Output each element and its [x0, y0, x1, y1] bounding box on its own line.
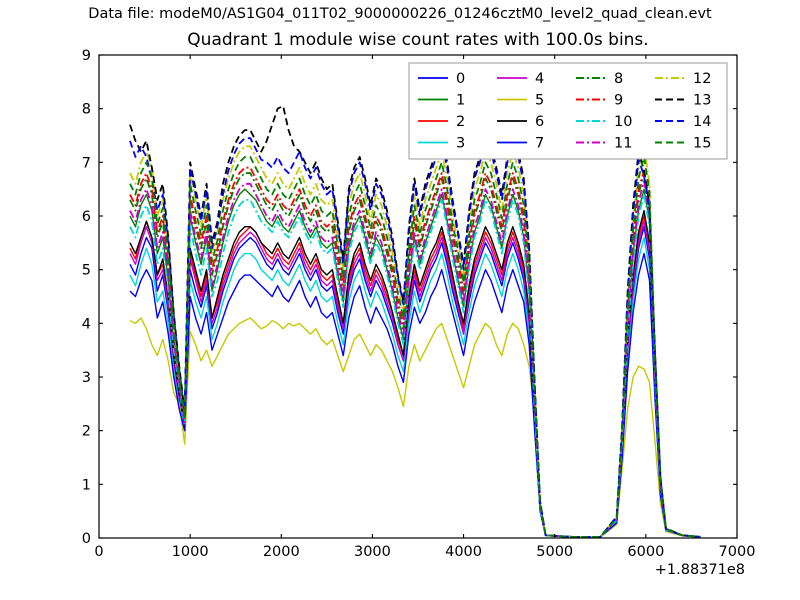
- legend-label-11[interactable]: 11: [614, 136, 632, 152]
- chart-title: Quadrant 1 module wise count rates with …: [187, 30, 649, 50]
- y-tick-label-4: 4: [82, 316, 91, 332]
- y-tick-label-8: 8: [82, 102, 91, 118]
- y-tick-label-6: 6: [82, 209, 91, 225]
- x-tick-label-1000: 1000: [172, 544, 209, 560]
- series-line-9: [129, 166, 701, 538]
- y-tick-label-3: 3: [82, 370, 91, 386]
- x-tick-label-0: 0: [94, 544, 103, 560]
- data-file-supertitle: Data file: modeM0/AS1G04_011T02_90000002…: [88, 6, 712, 22]
- x-axis-offset-label: +1.88371e8: [654, 562, 745, 578]
- series-line-13: [129, 105, 701, 538]
- series-line-10: [129, 193, 701, 538]
- legend-label-10[interactable]: 10: [614, 114, 632, 130]
- series-line-5: [129, 317, 701, 538]
- x-tick-label-6000: 6000: [627, 544, 664, 560]
- y-tick-label-1: 1: [82, 477, 91, 493]
- x-tick-label-2000: 2000: [263, 544, 300, 560]
- legend-label-12[interactable]: 12: [693, 71, 711, 87]
- legend-label-9[interactable]: 9: [614, 93, 623, 109]
- y-tick-label-5: 5: [82, 263, 91, 279]
- legend-label-13[interactable]: 13: [693, 93, 711, 109]
- series-line-14: [129, 137, 701, 538]
- x-tick-label-3000: 3000: [354, 544, 391, 560]
- plot-frame: [98, 54, 738, 539]
- x-tick-label-7000: 7000: [719, 544, 756, 560]
- legend-label-6[interactable]: 6: [535, 114, 544, 130]
- series-line-15: [129, 156, 701, 538]
- x-tick-label-5000: 5000: [536, 544, 573, 560]
- data-series-layer: [129, 105, 701, 538]
- legend-label-4[interactable]: 4: [535, 71, 544, 87]
- legend-label-14[interactable]: 14: [693, 114, 711, 130]
- legend-label-5[interactable]: 5: [535, 93, 544, 109]
- legend-label-0[interactable]: 0: [456, 71, 465, 87]
- series-line-1: [129, 188, 701, 538]
- y-tick-label-7: 7: [82, 155, 91, 171]
- legend-label-8[interactable]: 8: [614, 71, 623, 87]
- y-tick-label-0: 0: [82, 531, 91, 547]
- y-tick-label-9: 9: [82, 48, 91, 64]
- series-line-2: [129, 215, 701, 538]
- x-tick-label-4000: 4000: [445, 544, 482, 560]
- legend-label-1[interactable]: 1: [456, 93, 465, 109]
- legend-label-3[interactable]: 3: [456, 136, 465, 152]
- series-line-12: [129, 145, 701, 538]
- legend-label-7[interactable]: 7: [535, 136, 544, 152]
- legend-label-15[interactable]: 15: [693, 136, 711, 152]
- legend-label-2[interactable]: 2: [456, 114, 465, 130]
- y-tick-label-2: 2: [82, 424, 91, 440]
